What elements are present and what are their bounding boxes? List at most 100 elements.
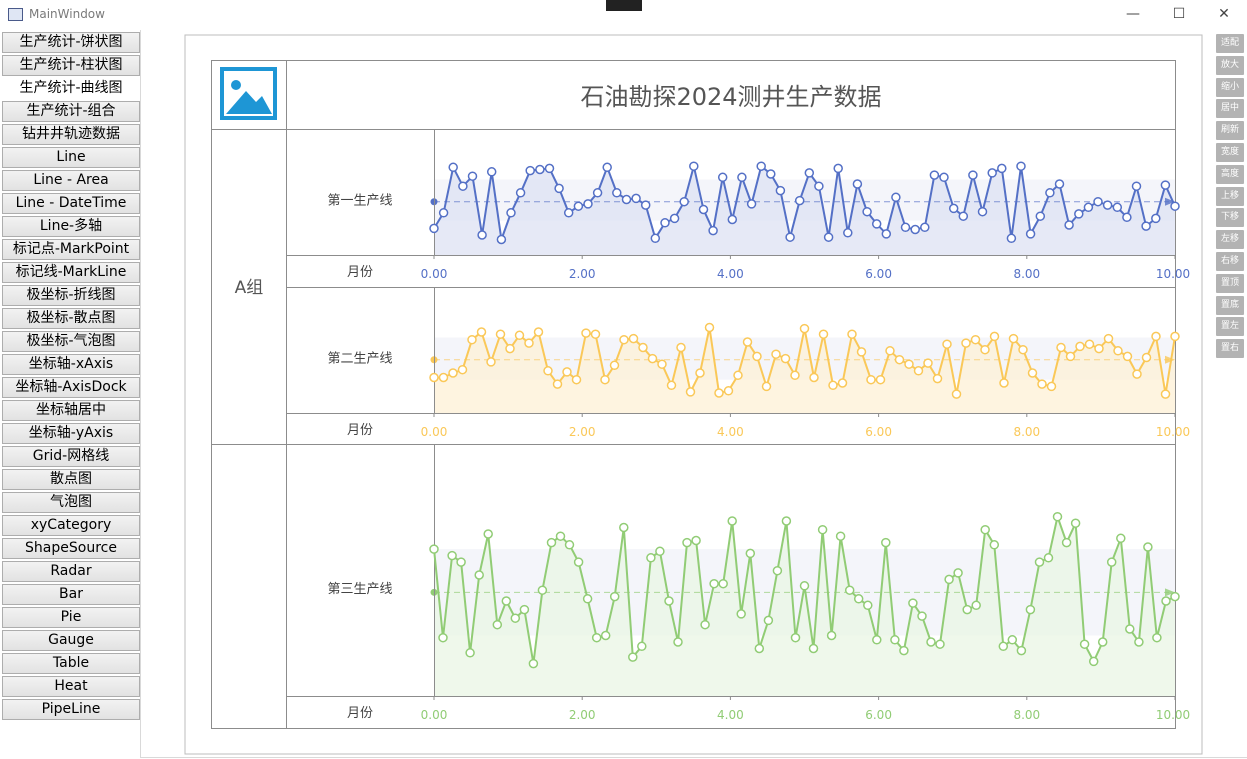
- data-point: [1160, 389, 1171, 399]
- sidebar-item[interactable]: 标记点-MarkPoint: [2, 239, 140, 260]
- toolbar-button[interactable]: 宽度: [1216, 142, 1244, 162]
- sidebar-item[interactable]: Line: [2, 147, 140, 168]
- data-point: [456, 557, 466, 567]
- data-point: [535, 164, 545, 175]
- data-point: [817, 524, 828, 535]
- sidebar-item[interactable]: 钻井井轨迹数据: [2, 124, 140, 145]
- data-point: [533, 327, 544, 337]
- sidebar-item[interactable]: Pie: [2, 607, 140, 628]
- data-point: [1075, 341, 1085, 352]
- data-point: [780, 353, 791, 364]
- data-point: [666, 380, 677, 391]
- sidebar-item[interactable]: 标记线-MarkLine: [2, 262, 140, 283]
- sidebar-item[interactable]: PipeLine: [2, 699, 140, 720]
- close-button[interactable]: ✕: [1218, 6, 1230, 22]
- data-point: [917, 611, 927, 621]
- x-tick-label: 4.00: [717, 267, 744, 281]
- toolbar-button[interactable]: 适配: [1216, 34, 1244, 53]
- data-point: [804, 168, 815, 178]
- x-tick-label: 8.00: [1013, 708, 1040, 722]
- sidebar-item[interactable]: 生产统计-组合: [2, 101, 140, 122]
- sidebar-item[interactable]: 坐标轴居中: [2, 400, 140, 421]
- data-point: [628, 333, 639, 344]
- sidebar-item[interactable]: Grid-网格线: [2, 446, 140, 467]
- toolbar-button[interactable]: 右移: [1216, 251, 1244, 271]
- toolbar-button[interactable]: 下移: [1216, 208, 1244, 228]
- data-point: [1006, 233, 1017, 244]
- data-point: [429, 372, 439, 383]
- sidebar-item[interactable]: 坐标轴-AxisDock: [2, 377, 140, 398]
- data-point: [1094, 343, 1104, 354]
- data-point: [612, 188, 622, 198]
- data-point: [1034, 557, 1045, 567]
- sidebar-item[interactable]: 坐标轴-yAxis: [2, 423, 140, 444]
- sidebar-item[interactable]: 散点图: [2, 469, 140, 490]
- data-point: [1074, 209, 1084, 219]
- toolbar-button[interactable]: 缩小: [1216, 77, 1244, 97]
- data-point: [546, 537, 557, 548]
- toolbar-button[interactable]: 左移: [1216, 230, 1244, 250]
- title-grip-bar[interactable]: [606, 0, 642, 11]
- sidebar-item[interactable]: Heat: [2, 676, 140, 697]
- groups: A组: [235, 278, 264, 298]
- data-point: [1170, 591, 1180, 602]
- sidebar: 生产统计-饼状图 生产统计-柱状图 生产统计-曲线图 生产统计-组合 钻井井轨迹数据 Li…: [2, 32, 140, 722]
- data-point: [1016, 161, 1026, 171]
- minimize-button[interactable]: —: [1126, 6, 1140, 22]
- data-point: [790, 370, 800, 381]
- data-point: [1064, 220, 1074, 230]
- sidebar-item[interactable]: 坐标轴-xAxis: [2, 354, 140, 375]
- data-point: [1079, 639, 1090, 649]
- sidebar-item[interactable]: Gauge: [2, 630, 140, 651]
- data-point: [785, 232, 795, 242]
- data-point: [1141, 352, 1152, 363]
- data-point: [790, 632, 801, 643]
- data-point: [583, 199, 593, 209]
- data-point: [525, 165, 535, 176]
- toolbar-button[interactable]: 置底: [1216, 295, 1244, 315]
- data-point: [476, 327, 487, 337]
- data-point: [1083, 202, 1094, 213]
- data-point: [951, 389, 962, 399]
- data-point: [544, 163, 555, 174]
- sidebar-item[interactable]: xyCategory: [2, 515, 140, 536]
- data-point: [847, 329, 857, 339]
- x-tick-label: 8.00: [1013, 267, 1040, 281]
- sidebar-item[interactable]: 极坐标-折线图: [2, 285, 140, 306]
- sidebar-item[interactable]: Line - Area: [2, 170, 140, 191]
- data-point: [591, 632, 602, 643]
- sidebar-item[interactable]: 极坐标-气泡图: [2, 331, 140, 352]
- maximize-button[interactable]: ☐: [1172, 6, 1186, 22]
- sidebar-item[interactable]: Bar: [2, 584, 140, 605]
- toolbar-button[interactable]: 置左: [1216, 317, 1244, 337]
- toolbar-button[interactable]: 高度: [1216, 164, 1244, 184]
- data-point: [1102, 200, 1113, 210]
- data-point: [657, 359, 667, 369]
- sidebar-item[interactable]: 生产统计-饼状图: [2, 32, 140, 53]
- data-point: [660, 218, 670, 228]
- x-axis-title: 月份: [347, 706, 373, 721]
- data-point: [989, 331, 1000, 342]
- toolbar-button[interactable]: 居中: [1216, 99, 1244, 119]
- toolbar-button[interactable]: 上移: [1216, 186, 1244, 206]
- toolbar-button[interactable]: 置右: [1216, 339, 1244, 359]
- sidebar-item[interactable]: ShapeSource: [2, 538, 140, 559]
- sidebar-item[interactable]: Line - DateTime: [2, 193, 140, 214]
- sidebar-item[interactable]: 气泡图: [2, 492, 140, 513]
- data-point: [926, 637, 936, 647]
- data-point: [862, 206, 872, 217]
- data-point: [723, 386, 734, 396]
- data-point: [718, 578, 728, 589]
- toolbar-button[interactable]: 刷新: [1216, 121, 1244, 141]
- data-point: [1007, 635, 1018, 645]
- sidebar-item[interactable]: Radar: [2, 561, 140, 582]
- data-point: [881, 537, 891, 548]
- toolbar-button[interactable]: 置顶: [1216, 273, 1244, 293]
- sidebar-item[interactable]: 极坐标-散点图: [2, 308, 140, 329]
- sidebar-item[interactable]: 生产统计-柱状图: [2, 55, 140, 76]
- sidebar-item[interactable]: 生产统计-曲线图: [2, 78, 140, 99]
- sidebar-item[interactable]: Table: [2, 653, 140, 674]
- toolbar-button[interactable]: 放大: [1216, 55, 1244, 75]
- sidebar-item[interactable]: Line-多轴: [2, 216, 140, 237]
- data-point: [685, 387, 696, 397]
